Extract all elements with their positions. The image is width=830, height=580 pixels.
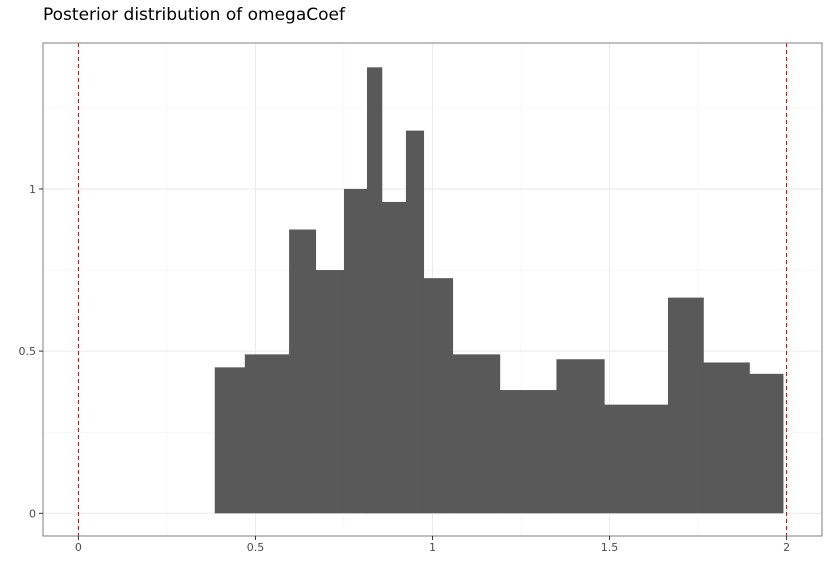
- histogram-bar: [244, 354, 290, 514]
- y-tick-label: 0.5: [19, 345, 37, 358]
- x-tick-label: 1: [429, 541, 436, 554]
- histogram-bar: [667, 297, 704, 514]
- x-tick-label: 0: [75, 541, 82, 554]
- histogram-bar: [703, 362, 750, 514]
- chart-title: Posterior distribution of omegaCoef: [43, 5, 345, 25]
- histogram-bar: [315, 270, 345, 514]
- y-tick-label: 1: [29, 183, 36, 196]
- x-axis: 0 0.5 1 1.5 2: [75, 536, 790, 554]
- histogram-bar: [499, 390, 557, 514]
- histogram-bar: [405, 130, 425, 514]
- histogram-bar: [343, 188, 368, 514]
- x-tick-label: 1.5: [601, 541, 619, 554]
- histogram-bar: [749, 373, 784, 514]
- histogram-bar: [556, 359, 605, 514]
- x-tick-label: 2: [783, 541, 790, 554]
- histogram-bar: [289, 229, 317, 514]
- histogram-bars: [214, 67, 784, 514]
- y-tick-label: 0: [29, 507, 36, 520]
- histogram-bar: [452, 354, 501, 514]
- histogram-bar: [423, 278, 454, 514]
- histogram-bar: [381, 201, 407, 514]
- y-axis: 00.51: [19, 183, 43, 520]
- reference-lines: [77, 43, 788, 536]
- x-tick-label: 0.5: [247, 541, 265, 554]
- histogram-bar: [604, 404, 669, 514]
- histogram-bar: [366, 67, 383, 514]
- histogram-bar: [214, 367, 246, 514]
